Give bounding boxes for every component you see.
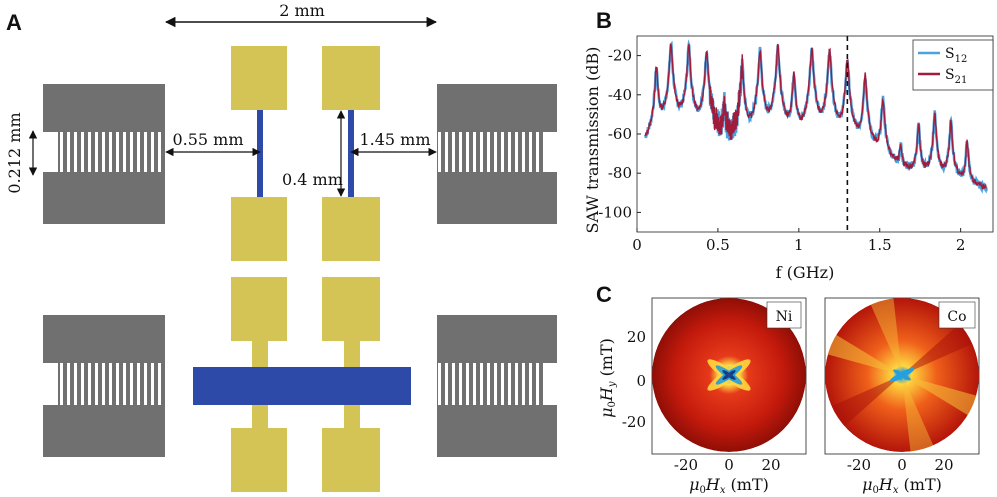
x-tick-label: 2 — [956, 236, 966, 254]
svg-text:-20: -20 — [622, 413, 646, 431]
contact-pad — [322, 197, 380, 261]
contact-pad — [322, 46, 380, 110]
svg-text:20: 20 — [934, 456, 953, 474]
svg-text:20: 20 — [627, 328, 646, 346]
contact-pad — [322, 277, 380, 341]
series-s21-line — [644, 43, 987, 190]
x-tick-label: 1.5 — [868, 236, 892, 254]
ni-map: Ni — [651, 297, 807, 455]
co-x-ticks: -20 0 20 — [847, 456, 954, 474]
contact-pad — [231, 197, 287, 261]
svg-text:0: 0 — [724, 456, 734, 474]
panel-b: B 0 0.5 1 1.5 2 -20 -40 -60 -80 -100 f (GHz) SAW … — [583, 8, 994, 282]
y-tick-label: -20 — [608, 47, 632, 65]
transducer-bottom-left — [43, 315, 165, 457]
panel-c-letter: C — [596, 282, 612, 307]
svg-text:20: 20 — [761, 456, 780, 474]
width-label: 2 mm — [279, 1, 325, 20]
legend: S12 S21 — [912, 39, 994, 91]
ferromagnet-bar — [193, 367, 411, 405]
x-tick-label: 0.5 — [706, 236, 730, 254]
co-map: Co — [824, 297, 980, 455]
pad-neck — [344, 340, 360, 368]
panel-c: C Ni — [596, 282, 980, 496]
contact-pad — [231, 277, 287, 341]
svg-text:0: 0 — [897, 456, 907, 474]
aperture-label: 0.212 mm — [5, 112, 24, 193]
contact-pad — [322, 428, 380, 492]
transducer-top-right — [437, 84, 557, 224]
ni-x-ticks: -20 0 20 — [674, 456, 781, 474]
svg-text:0: 0 — [636, 372, 646, 390]
x-tick-label: 1 — [794, 236, 804, 254]
ni-y-axis-label: μ0Hy (mT) — [597, 338, 618, 418]
y-axis-label: SAW transmission (dB) — [583, 47, 602, 234]
panel-a-letter: A — [6, 10, 22, 35]
y-tick-label: -100 — [598, 203, 632, 221]
pad-neck — [344, 405, 360, 429]
ferromagnet-strip — [348, 110, 354, 198]
co-x-axis-label: μ0Hx (mT) — [862, 475, 942, 496]
y-tick-label: -40 — [608, 86, 632, 104]
transducer-bottom-right — [437, 315, 557, 457]
contact-pad — [231, 428, 287, 492]
panel-a: A — [5, 1, 557, 492]
co-label: Co — [947, 309, 966, 325]
saw-transmission-chart: 0 0.5 1 1.5 2 -20 -40 -60 -80 -100 — [598, 35, 994, 254]
x-tick-label: 0 — [632, 236, 642, 254]
y-tick-label: -80 — [608, 164, 632, 182]
ferromagnet-strip — [257, 110, 263, 198]
gap-right-label: 1.45 mm — [359, 130, 430, 149]
svg-text:-20: -20 — [674, 456, 698, 474]
legend-label-s21: S21 — [945, 67, 967, 86]
ni-y-ticks: 20 0 -20 — [622, 328, 646, 431]
gap-left-label: 0.55 mm — [172, 130, 243, 149]
svg-text:-20: -20 — [847, 456, 871, 474]
ni-label: Ni — [776, 309, 793, 325]
panel-b-letter: B — [596, 8, 612, 33]
contact-pad — [231, 46, 287, 110]
x-axis-label: f (GHz) — [776, 263, 835, 282]
transducer-top-left — [43, 84, 165, 224]
pad-neck — [252, 405, 268, 429]
ni-x-axis-label: μ0Hx (mT) — [689, 475, 769, 496]
pad-neck — [252, 340, 268, 368]
strip-length-label: 0.4 mm — [282, 170, 343, 189]
y-tick-label: -60 — [608, 125, 632, 143]
legend-label-s12: S12 — [945, 46, 967, 65]
